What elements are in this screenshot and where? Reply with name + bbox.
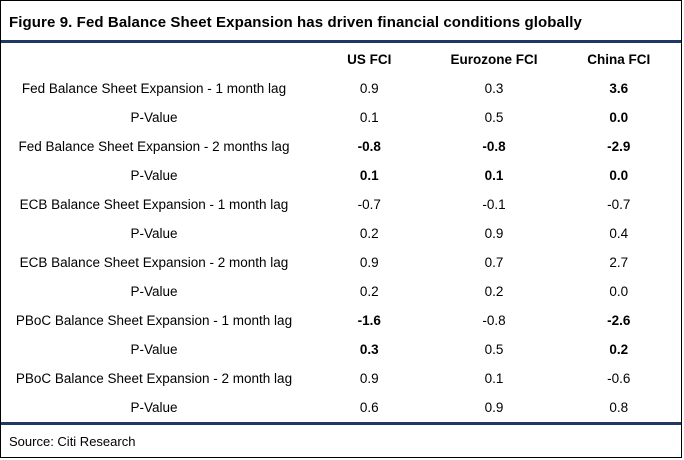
cell-value: -1.6 [357, 313, 381, 328]
table-row: ECB Balance Sheet Expansion - 2 month la… [1, 248, 681, 277]
cell-value: 0.2 [484, 284, 504, 299]
cell-value: -2.9 [607, 139, 631, 154]
cell-value: 0.5 [484, 342, 504, 357]
cell-value: 0.9 [359, 255, 379, 270]
cell-value: -0.7 [357, 197, 381, 212]
table-row: Fed Balance Sheet Expansion - 1 month la… [1, 74, 681, 103]
cell-value: 0.9 [359, 81, 379, 96]
fci-table: US FCI Eurozone FCI China FCI Fed Balanc… [1, 46, 681, 422]
row-label: ECB Balance Sheet Expansion - 2 month la… [19, 255, 289, 270]
source-divider [1, 422, 681, 425]
row-label: Fed Balance Sheet Expansion - 2 months l… [18, 139, 290, 154]
header-empty [1, 46, 307, 74]
table-row: P-Value 0.2 0.2 0.0 [1, 277, 681, 306]
title-divider [1, 40, 681, 43]
cell-value: -2.6 [607, 313, 631, 328]
cell-value: 0.6 [359, 400, 379, 415]
row-label: P-Value [130, 226, 178, 241]
cell-value: 0.9 [359, 371, 379, 386]
table-row: ECB Balance Sheet Expansion - 1 month la… [1, 190, 681, 219]
cell-value: 0.7 [484, 255, 504, 270]
cell-value: 0.2 [359, 226, 379, 241]
table-row: PBoC Balance Sheet Expansion - 2 month l… [1, 364, 681, 393]
cell-value: -0.8 [357, 139, 381, 154]
cell-value: 2.7 [609, 255, 629, 270]
cell-value: 0.2 [359, 284, 379, 299]
figure-title: Figure 9. Fed Balance Sheet Expansion ha… [9, 14, 582, 31]
cell-value: 0.9 [484, 400, 504, 415]
cell-value: 0.1 [359, 110, 379, 125]
header-china-fci: China FCI [587, 52, 651, 67]
table-row: Fed Balance Sheet Expansion - 2 months l… [1, 132, 681, 161]
cell-value: 0.1 [359, 168, 379, 183]
row-label: P-Value [130, 342, 178, 357]
row-label: P-Value [130, 400, 178, 415]
cell-value: -0.8 [482, 313, 506, 328]
row-label: P-Value [130, 110, 178, 125]
cell-value: 0.0 [609, 110, 629, 125]
table-row: PBoC Balance Sheet Expansion - 1 month l… [1, 306, 681, 335]
cell-value: -0.6 [607, 371, 631, 386]
row-label: PBoC Balance Sheet Expansion - 2 month l… [15, 371, 293, 386]
cell-value: 0.3 [359, 342, 379, 357]
cell-value: -0.7 [607, 197, 631, 212]
cell-value: -0.1 [482, 197, 506, 212]
row-label: PBoC Balance Sheet Expansion - 1 month l… [15, 313, 293, 328]
cell-value: 0.1 [484, 168, 504, 183]
table-row: P-Value 0.2 0.9 0.4 [1, 219, 681, 248]
cell-value: 0.0 [609, 168, 629, 183]
cell-value: 0.5 [484, 110, 504, 125]
header-eurozone-fci: Eurozone FCI [450, 52, 538, 67]
cell-value: 3.6 [609, 81, 629, 96]
cell-value: 0.4 [609, 226, 629, 241]
table-row: P-Value 0.1 0.1 0.0 [1, 161, 681, 190]
cell-value: 0.9 [484, 226, 504, 241]
table-row: P-Value 0.1 0.5 0.0 [1, 103, 681, 132]
row-label: P-Value [130, 284, 178, 299]
cell-value: 0.8 [609, 400, 629, 415]
table-row: P-Value 0.6 0.9 0.8 [1, 393, 681, 422]
header-us-fci: US FCI [347, 52, 392, 67]
cell-value: 0.1 [484, 371, 504, 386]
row-label: P-Value [130, 168, 178, 183]
cell-value: -0.8 [482, 139, 506, 154]
source-text: Source: Citi Research [9, 434, 136, 449]
cell-value: 0.0 [609, 284, 629, 299]
cell-value: 0.3 [484, 81, 504, 96]
cell-value: 0.2 [609, 342, 629, 357]
table-row: P-Value 0.3 0.5 0.2 [1, 335, 681, 364]
row-label: ECB Balance Sheet Expansion - 1 month la… [19, 197, 289, 212]
row-label: Fed Balance Sheet Expansion - 1 month la… [21, 81, 287, 96]
header-row: US FCI Eurozone FCI China FCI [1, 46, 681, 74]
